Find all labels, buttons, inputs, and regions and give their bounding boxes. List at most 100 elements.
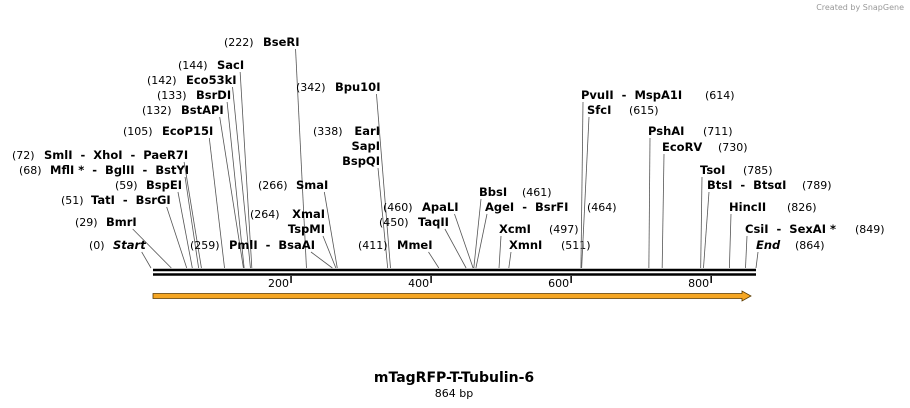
site-position: (789) [802,179,832,192]
enzyme-name: TaqII [418,215,449,229]
site-position: (105) [123,125,153,138]
site-connector [581,116,590,269]
enzyme-name: PmlI - BsaAI [229,238,315,252]
site-connector [166,206,188,269]
enzyme-name: SmaI [296,178,328,192]
site-position: (461) [522,186,552,199]
site-connector [728,213,732,269]
enzyme-name: XmaI [292,207,325,221]
enzyme-name: TsoI [700,163,725,177]
site-connector [132,228,172,269]
scale-label: 200 [268,277,289,290]
site-connector [444,228,467,269]
site-position: (133) [157,89,187,102]
enzyme-name: BtsI - BtsαI [707,178,786,192]
length-label: 864 bp [435,387,473,400]
site-position: (497) [549,223,579,236]
site-position: (849) [855,223,885,236]
enzyme-name: CsiI - SexAI * [745,222,836,236]
site-position: (264) [250,208,280,221]
site-connector [376,93,391,269]
site-position: (259) [190,239,220,252]
site-connector [508,251,512,269]
enzyme-name: MmeI [397,238,433,252]
site-connector [232,86,251,269]
site-position: (826) [787,201,817,214]
site-connector [295,48,307,269]
scale-label: 600 [548,277,569,290]
enzyme-name: SapI [351,139,380,153]
site-connector [183,161,202,269]
enzyme-name: MflI * - BglII - BstYI [50,163,189,177]
site-position: (615) [629,104,659,117]
site-connector [208,137,225,269]
enzyme-name: BspEI [146,178,182,192]
enzyme-name: PvuII - MspA1I [581,88,682,102]
enzyme-name: End [756,238,781,252]
site-position: (222) [224,36,254,49]
site-connector [473,198,482,269]
site-position: (511) [561,239,591,252]
enzyme-name: BsrDI [196,88,231,102]
site-position: (266) [258,179,288,192]
enzyme-name: ApaLI [422,200,459,214]
site-connector [454,213,474,269]
site-position: (29) [75,216,98,229]
site-position: (51) [61,194,84,207]
enzyme-name: SmlI - XhoI - PaeR7I [44,148,188,162]
site-position: (711) [703,125,733,138]
scale-label: 400 [408,277,429,290]
enzyme-name: SfcI [587,103,611,117]
site-connector [322,235,337,269]
enzyme-name: TspMI [288,222,325,236]
site-connector [377,167,389,269]
site-position: (464) [587,201,617,214]
site-position: (59) [115,179,138,192]
site-connector [745,235,748,269]
site-position: (614) [705,89,735,102]
enzyme-name: HincII [729,200,766,214]
enzyme-name: BmrI [106,215,137,229]
site-position: (142) [147,74,177,87]
site-connector [661,153,665,269]
site-position: (460) [383,201,413,214]
enzyme-name: BseRI [263,35,300,49]
enzyme-name: XmnI [509,238,542,252]
enzyme-name: BbsI [479,185,507,199]
site-position: (342) [296,81,326,94]
enzyme-name: BstAPI [181,103,224,117]
feature-arrow [152,290,752,302]
site-position: (411) [358,239,388,252]
site-connector [310,251,333,269]
site-position: (450) [379,216,409,229]
site-connector [428,251,440,269]
enzyme-name: PshAI [648,124,684,138]
site-position: (132) [142,104,172,117]
site-connector [475,213,488,269]
site-connector [580,101,584,269]
enzyme-name: AgeI - BsrFI [485,200,568,214]
site-position: (864) [795,239,825,252]
enzyme-name: EcoRV [662,140,702,154]
credit: Created by SnapGene [816,3,904,12]
site-connector [755,251,759,269]
site-connector [239,71,253,269]
scale-label: 800 [688,277,709,290]
site-position: (785) [743,164,773,177]
enzyme-name: TatI - BsrGI [91,193,171,207]
site-position: (144) [178,59,208,72]
enzyme-name: SacI [217,58,244,72]
site-connector [498,235,502,269]
site-position: (730) [718,141,748,154]
enzyme-name: XcmI [499,222,531,236]
enzyme-name: BspQI [342,154,380,168]
site-connector [648,137,651,269]
site-connector [226,101,245,269]
site-connector [177,191,193,269]
enzyme-name: EarI [354,124,380,138]
map-title: mTagRFP-T-Tubulin-6 [374,370,534,386]
site-connector [703,191,710,269]
site-position: (72) [12,149,35,162]
